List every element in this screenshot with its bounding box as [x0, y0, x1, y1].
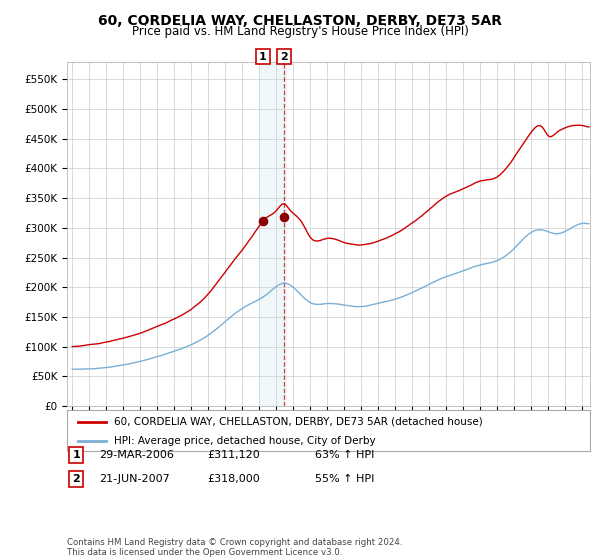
Point	[280, 213, 289, 222]
Text: 29-MAR-2006: 29-MAR-2006	[99, 450, 174, 460]
Text: £311,120: £311,120	[207, 450, 260, 460]
Text: 2: 2	[280, 52, 288, 62]
Text: 60, CORDELIA WAY, CHELLASTON, DERBY, DE73 5AR: 60, CORDELIA WAY, CHELLASTON, DERBY, DE7…	[98, 14, 502, 28]
Text: 63% ↑ HPI: 63% ↑ HPI	[315, 450, 374, 460]
Text: Price paid vs. HM Land Registry's House Price Index (HPI): Price paid vs. HM Land Registry's House …	[131, 25, 469, 38]
Text: HPI: Average price, detached house, City of Derby: HPI: Average price, detached house, City…	[114, 436, 376, 446]
Text: £318,000: £318,000	[207, 474, 260, 484]
Bar	[259, 62, 287, 406]
Text: 2: 2	[73, 474, 80, 484]
Text: 1: 1	[259, 52, 267, 62]
Text: 1: 1	[73, 450, 80, 460]
Text: 55% ↑ HPI: 55% ↑ HPI	[315, 474, 374, 484]
Text: Contains HM Land Registry data © Crown copyright and database right 2024.
This d: Contains HM Land Registry data © Crown c…	[67, 538, 403, 557]
Point	[258, 217, 268, 226]
Text: 60, CORDELIA WAY, CHELLASTON, DERBY, DE73 5AR (detached house): 60, CORDELIA WAY, CHELLASTON, DERBY, DE7…	[114, 417, 483, 427]
Text: 21-JUN-2007: 21-JUN-2007	[99, 474, 170, 484]
